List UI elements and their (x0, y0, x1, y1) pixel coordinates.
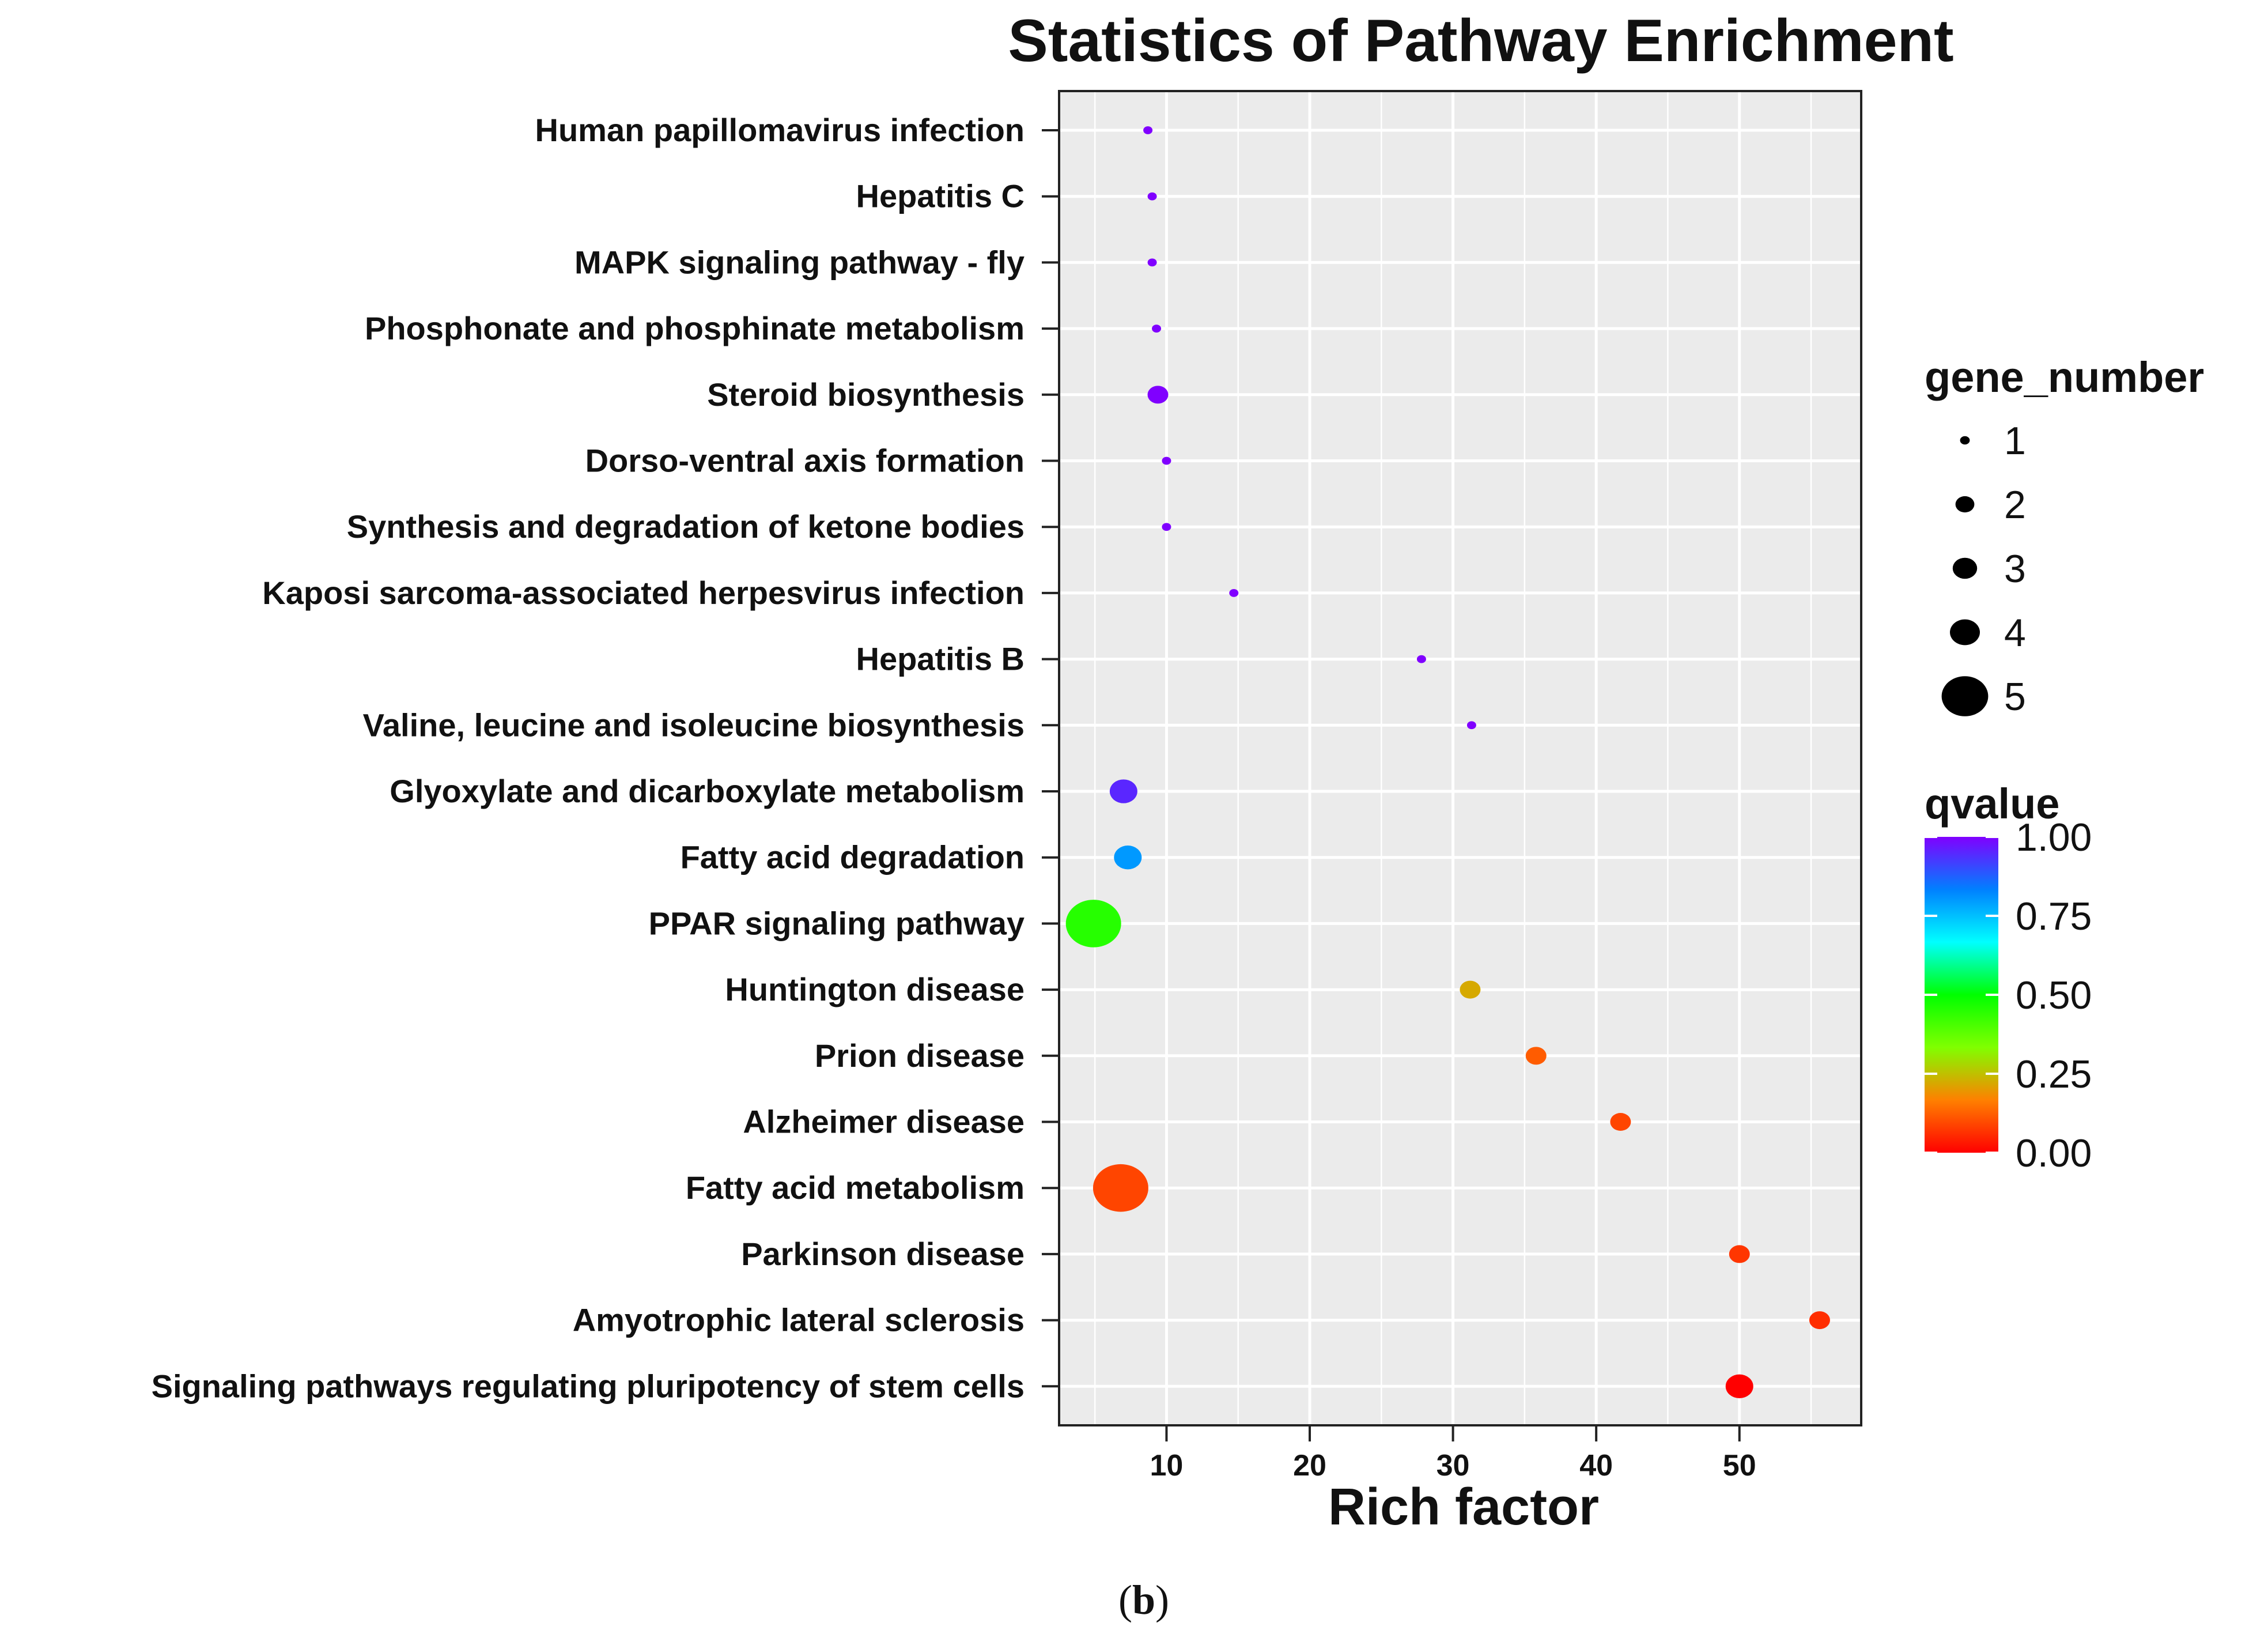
y-tick-label: Kaposi sarcoma-associated herpesvirus in… (262, 575, 1025, 611)
size-legend-dot (1950, 619, 1980, 646)
data-point (1460, 980, 1481, 999)
data-point (1109, 779, 1137, 803)
data-point (1416, 655, 1426, 663)
x-tick-label: 10 (1150, 1449, 1184, 1482)
size-legend-label: 2 (2004, 483, 2026, 527)
caption-close-paren: ) (1155, 1577, 1169, 1623)
size-legend-label: 4 (2004, 611, 2026, 655)
y-axis-labels: Human papillomavirus infection Hepatitis … (152, 112, 1059, 1404)
colorbar-label: 1.00 (2016, 816, 2092, 859)
x-tick-label: 40 (1579, 1449, 1613, 1482)
colorbar-label: 0.25 (2016, 1052, 2092, 1096)
data-point (1147, 192, 1157, 201)
size-legend-title: gene_number (1925, 353, 2204, 401)
panel-border (1058, 90, 1862, 1426)
y-tick-label: Synthesis and degradation of ketone bodi… (347, 508, 1025, 545)
size-legend-label: 1 (2004, 419, 2026, 463)
size-legend-dot (1952, 557, 1978, 579)
data-point (1525, 1047, 1547, 1065)
data-point (1162, 456, 1171, 465)
data-point (1729, 1245, 1750, 1263)
size-legend-label: 3 (2004, 547, 2026, 591)
figure-caption: (b) (1118, 1577, 1169, 1623)
data-point (1610, 1113, 1631, 1131)
y-tick-label: Glyoxylate and dicarboxylate metabolism (390, 773, 1025, 809)
y-tick-label: Phosphonate and phosphinate metabolism (365, 310, 1025, 346)
y-tick-label: Valine, leucine and isoleucine biosynthe… (363, 707, 1025, 743)
x-axis-title: Rich factor (1328, 1478, 1599, 1536)
size-legend-dot (1955, 496, 1975, 513)
y-tick-label: Alzheimer disease (743, 1104, 1025, 1140)
x-tick-label: 50 (1723, 1449, 1756, 1482)
y-tick-label: Amyotrophic lateral sclerosis (573, 1302, 1025, 1338)
data-point (1229, 589, 1239, 597)
y-tick-label: Fatty acid degradation (681, 839, 1025, 875)
y-tick-label: Hepatitis B (856, 641, 1025, 677)
caption-open-paren: ( (1118, 1577, 1132, 1623)
y-tick-label: Parkinson disease (741, 1236, 1025, 1272)
data-point (1152, 324, 1162, 333)
grid-lines (1058, 90, 1862, 1426)
y-tick-label: Fatty acid metabolism (686, 1169, 1025, 1206)
y-tick-label: Huntington disease (725, 971, 1025, 1007)
data-point (1725, 1374, 1753, 1398)
size-legend-dot (1941, 676, 1989, 716)
y-tick-label: MAPK signaling pathway - fly (574, 244, 1025, 280)
y-tick-label: Steroid biosynthesis (707, 376, 1025, 413)
y-tick-label: Dorso-ventral axis formation (585, 443, 1025, 479)
x-tick-label: 20 (1293, 1449, 1326, 1482)
colorbar-label: 0.00 (2016, 1131, 2092, 1175)
data-points (1065, 126, 1830, 1398)
color-legend-title: qvalue (1925, 780, 2059, 828)
y-tick-label: Hepatitis C (856, 178, 1025, 214)
data-point (1143, 126, 1153, 134)
data-point (1114, 846, 1142, 870)
data-point (1466, 721, 1476, 730)
data-point (1162, 523, 1171, 531)
data-point (1147, 258, 1157, 267)
y-tick-label: Human papillomavirus infection (535, 112, 1025, 148)
y-tick-label: Prion disease (815, 1037, 1025, 1074)
plot-panel (1058, 90, 1862, 1426)
color-legend: 1.00 0.75 0.50 0.25 0.00 (1925, 816, 2092, 1175)
size-legend: 1 2 3 4 5 (1941, 419, 2026, 719)
x-tick-label: 30 (1437, 1449, 1470, 1482)
data-point (1093, 1164, 1148, 1212)
size-legend-dot (1960, 436, 1970, 445)
y-tick-label: Signaling pathways regulating pluripoten… (152, 1368, 1025, 1404)
data-point (1809, 1311, 1830, 1330)
x-axis-ticks: 10 20 30 40 50 (1150, 1425, 1756, 1482)
data-point (1065, 900, 1121, 948)
data-point (1147, 386, 1169, 404)
caption-letter: b (1132, 1577, 1155, 1623)
colorbar-label: 0.75 (2016, 895, 2092, 938)
colorbar-label: 0.50 (2016, 973, 2092, 1017)
chart-title: Statistics of Pathway Enrichment (1008, 7, 1953, 74)
size-legend-label: 5 (2004, 675, 2026, 719)
y-tick-label: PPAR signaling pathway (649, 905, 1025, 941)
